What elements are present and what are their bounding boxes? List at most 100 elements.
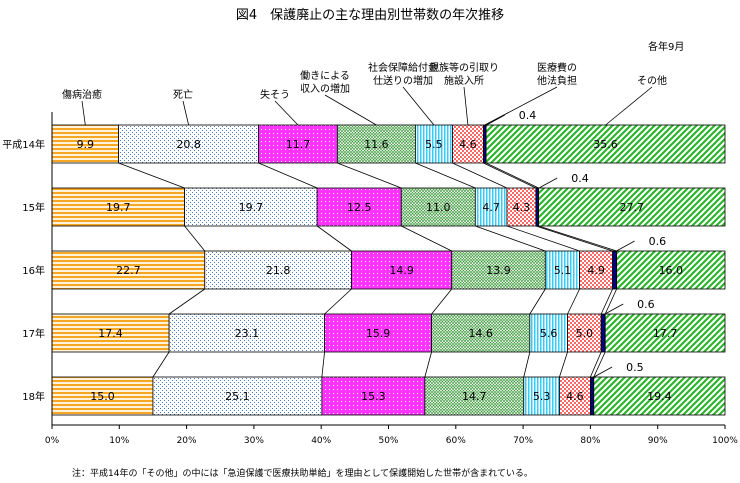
data-label: 11.7	[286, 138, 311, 151]
callout-line	[591, 366, 613, 379]
data-label: 5.1	[554, 264, 572, 277]
connector-line	[475, 225, 546, 252]
data-label: 23.1	[235, 327, 260, 340]
bar-segment-medical	[612, 250, 618, 290]
connector-line	[401, 225, 452, 252]
data-label: 19.4	[647, 390, 672, 403]
legend-leader	[81, 100, 86, 126]
unit-note: 各年9月	[648, 42, 685, 53]
connector-line	[590, 351, 602, 378]
legend-leader	[274, 100, 299, 126]
bar-segment-death	[152, 376, 323, 416]
series-name-label: 失そう	[260, 88, 290, 101]
connector-line	[118, 162, 185, 189]
connector-line	[559, 351, 568, 378]
bar-segment-benefit	[529, 313, 568, 353]
bar-segment-income	[451, 250, 546, 290]
x-tick-label: 90%	[648, 436, 668, 446]
bar-segment-job_loss	[316, 187, 402, 227]
x-tick-label: 40%	[311, 436, 331, 446]
callout-line	[484, 114, 505, 127]
data-label: 0.4	[571, 172, 589, 185]
bar-segment-family	[567, 313, 602, 353]
category-label: 18年	[22, 390, 45, 403]
data-label: 14.9	[389, 264, 414, 277]
bar-segment-sick	[51, 124, 120, 164]
data-label: 15.3	[361, 390, 386, 403]
connector-line	[431, 288, 453, 315]
data-label: 19.7	[106, 201, 131, 214]
bar-segment-job_loss	[324, 313, 432, 353]
footnote: 注：平成14年の「その他」の中には「急迫保護で医療扶助単給」を理由として保護開始…	[72, 469, 533, 479]
bar-segment-job_loss	[351, 250, 453, 290]
connector-line	[604, 288, 618, 315]
bar-segment-medical	[535, 187, 539, 227]
category-label: 平成14年	[2, 138, 45, 151]
bar-segment-family	[506, 187, 537, 227]
data-label: 25.1	[225, 390, 250, 403]
x-tick-label: 70%	[513, 436, 533, 446]
connector-line	[485, 162, 539, 189]
data-label: 4.6	[566, 390, 584, 403]
x-tick-label: 20%	[177, 436, 197, 446]
data-label: 5.0	[576, 327, 594, 340]
connector-line	[152, 351, 170, 378]
connector-line	[593, 351, 606, 378]
data-label: 22.7	[116, 264, 141, 277]
connector-line	[321, 351, 325, 378]
series-name-label: 死亡	[173, 88, 193, 101]
bar-segment-other	[485, 124, 726, 164]
series-name-label: その他	[637, 74, 667, 87]
bar-segment-benefit	[415, 124, 453, 164]
data-label: 15.0	[90, 390, 115, 403]
series-name-label: 他法負担	[537, 74, 577, 87]
data-label: 11.0	[426, 201, 451, 214]
bar-segment-other	[604, 313, 726, 353]
bar-segment-death	[168, 313, 325, 353]
data-label: 5.3	[533, 390, 551, 403]
series-name-label: 親族等の引取り	[429, 61, 499, 74]
x-tick-label: 100%	[712, 436, 738, 446]
series-name-label: 社会保障給付金	[368, 61, 438, 74]
data-label: 16.0	[659, 264, 684, 277]
bar-segment-job_loss	[321, 376, 426, 416]
connector-line	[535, 225, 613, 252]
x-tick-label: 60%	[446, 436, 466, 446]
data-label: 0.5	[626, 361, 644, 374]
x-tick-label: 80%	[580, 436, 600, 446]
data-label: 0.6	[637, 298, 655, 311]
series-name-label: 収入の増加	[300, 82, 350, 95]
series-name-label: 施設入所	[444, 74, 484, 87]
bar-segment-family	[452, 124, 484, 164]
bar-segment-benefit	[474, 187, 508, 227]
connector-line	[483, 162, 537, 189]
legend-leader	[484, 86, 558, 126]
bar-segment-other	[616, 250, 726, 290]
bar-segment-benefit	[523, 376, 560, 416]
data-label: 4.9	[587, 264, 605, 277]
connector-line	[415, 162, 476, 189]
data-label: 14.6	[468, 327, 493, 340]
bar-segment-medical	[600, 313, 606, 353]
data-label: 35.6	[593, 138, 618, 151]
legend-leader	[324, 94, 377, 126]
bar-segment-sick	[51, 376, 154, 416]
legend-leader	[605, 86, 653, 126]
series-name-label: 傷病治癒	[62, 88, 102, 101]
data-label: 19.7	[239, 201, 264, 214]
data-label: 4.6	[459, 138, 477, 151]
data-label: 4.7	[482, 201, 500, 214]
data-label: 21.8	[266, 264, 291, 277]
connector-line	[529, 288, 546, 315]
connector-line	[506, 225, 580, 252]
series-name-label: 医療費の	[537, 61, 577, 74]
connector-line	[168, 288, 206, 315]
connector-line	[337, 162, 402, 189]
connector-line	[316, 225, 352, 252]
bar-segment-other	[538, 187, 726, 227]
connector-line	[424, 351, 432, 378]
